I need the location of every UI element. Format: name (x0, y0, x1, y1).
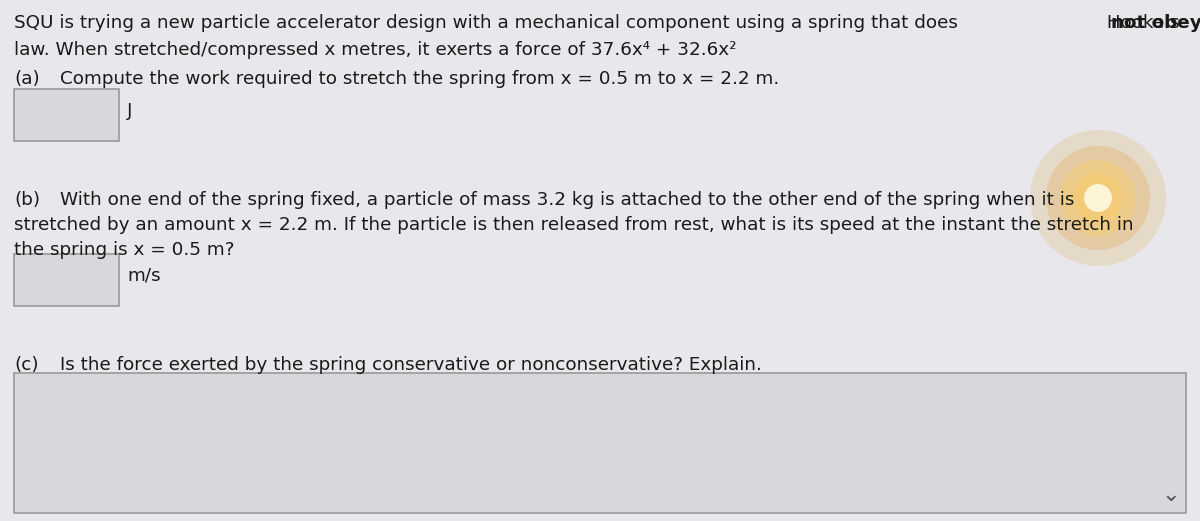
Text: (c): (c) (14, 356, 38, 374)
Text: stretched by an amount x = 2.2 m. If the particle is then released from rest, wh: stretched by an amount x = 2.2 m. If the… (14, 216, 1134, 234)
Circle shape (1060, 160, 1136, 236)
Text: SQU is trying a new particle accelerator design with a mechanical component usin: SQU is trying a new particle accelerator… (14, 14, 964, 32)
Text: m/s: m/s (127, 267, 161, 285)
Text: With one end of the spring fixed, a particle of mass 3.2 kg is attached to the o: With one end of the spring fixed, a part… (60, 191, 1074, 209)
Circle shape (1073, 173, 1123, 223)
FancyBboxPatch shape (14, 254, 119, 306)
FancyBboxPatch shape (14, 89, 119, 141)
Text: Is the force exerted by the spring conservative or nonconservative? Explain.: Is the force exerted by the spring conse… (60, 356, 762, 374)
Text: Compute the work required to stretch the spring from x = 0.5 m to x = 2.2 m.: Compute the work required to stretch the… (60, 70, 779, 88)
Text: Hooke’s: Hooke’s (1102, 14, 1180, 32)
FancyBboxPatch shape (14, 373, 1186, 513)
Text: the spring is x = 0.5 m?: the spring is x = 0.5 m? (14, 241, 234, 259)
Text: ⌄: ⌄ (1162, 485, 1181, 505)
Text: (a): (a) (14, 70, 40, 88)
Circle shape (1084, 184, 1112, 212)
Text: J: J (127, 102, 132, 120)
Circle shape (1046, 146, 1150, 250)
Text: law. When stretched/compressed x metres, it exerts a force of 37.6x⁴ + 32.6x²: law. When stretched/compressed x metres,… (14, 41, 737, 59)
Text: not obey: not obey (1111, 14, 1200, 32)
Circle shape (1030, 130, 1166, 266)
Text: (b): (b) (14, 191, 40, 209)
